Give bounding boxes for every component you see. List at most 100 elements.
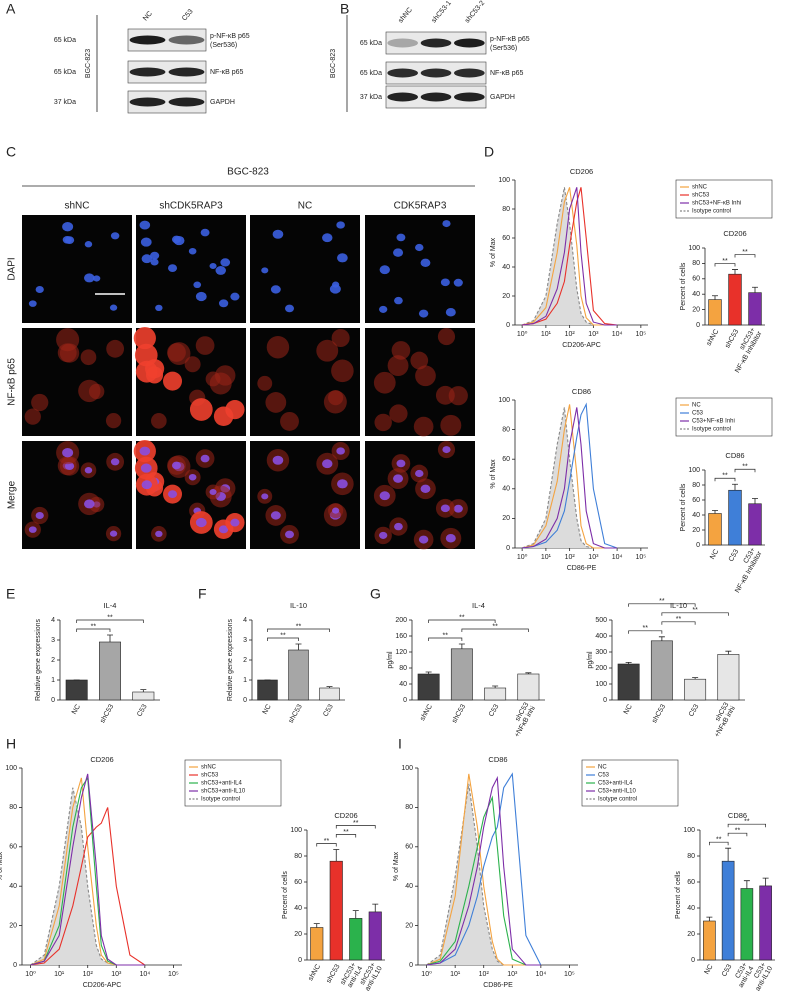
y-tick-label: 20	[687, 931, 695, 938]
significance-label: **	[459, 614, 465, 621]
isotype-fill	[522, 407, 618, 548]
chart-title: CD86	[725, 451, 744, 460]
size-label: 65 kDa	[360, 40, 382, 47]
y-tick-label: 40	[692, 512, 700, 519]
significance-label: **	[735, 828, 741, 835]
y-tick-label: 80	[9, 804, 17, 811]
cytoplasm	[24, 408, 41, 425]
significance-bracket	[461, 628, 529, 632]
y-tick-label: 80	[294, 853, 302, 860]
band	[387, 92, 418, 102]
legend-box	[675, 179, 773, 219]
chart-title: CD86	[728, 811, 747, 820]
error-bar	[492, 685, 499, 688]
size-label: 65 kDa	[360, 70, 382, 77]
error-bar	[372, 903, 379, 912]
y-tick-label: 3	[243, 637, 247, 644]
legend-label: shNC	[692, 185, 708, 191]
nucleus	[218, 299, 229, 308]
y-tick-label: 0	[409, 962, 413, 969]
error-bar	[107, 634, 113, 642]
y-tick-label: 300	[595, 649, 607, 656]
x-tick-label: 10³	[588, 554, 599, 561]
band	[454, 68, 485, 78]
histogram-line	[521, 407, 618, 549]
nucleus	[415, 469, 424, 478]
nucleus	[209, 488, 217, 495]
cytoplasm	[133, 326, 156, 350]
nucleus	[440, 504, 450, 513]
bar	[684, 678, 707, 701]
histogram-line	[426, 772, 542, 966]
y-tick-label: 2	[51, 657, 55, 664]
error-bar	[313, 923, 320, 928]
nucleus	[167, 264, 178, 272]
histogram-line	[521, 187, 618, 326]
nucleus	[337, 479, 348, 489]
band	[387, 68, 418, 78]
significance-label: **	[742, 249, 748, 256]
y-tick-label: 100	[498, 177, 510, 184]
cytoplasm	[205, 371, 221, 387]
significance-bracket	[714, 477, 736, 482]
lane-label: NC	[142, 10, 154, 22]
chart-title: IL-10	[670, 601, 687, 610]
bar	[721, 860, 735, 961]
cytoplasm	[134, 343, 158, 367]
error-bar	[140, 689, 147, 692]
cytoplasm	[440, 414, 462, 436]
y-tick-label: 60	[9, 844, 17, 851]
nucleus	[139, 220, 151, 230]
nucleus	[139, 446, 151, 456]
x-axis-label: CD206-APC	[83, 982, 122, 989]
protein-label: p-NF-κB p65	[210, 33, 250, 40]
chart-title: IL-10	[290, 601, 307, 610]
x-tick-label: NC	[71, 703, 82, 715]
y-tick-label: 80	[692, 482, 700, 489]
y-tick-label: 60	[687, 879, 695, 886]
protein-label: (Ser536)	[490, 45, 517, 52]
micrograph	[250, 215, 360, 323]
y-tick-label: 0	[51, 697, 55, 704]
y-axis-label: % of Max	[0, 851, 4, 881]
significance-bracket	[734, 468, 756, 473]
x-tick-label: 10⁴	[612, 554, 623, 561]
y-tick-label: 60	[502, 456, 510, 463]
cytoplasm	[31, 393, 49, 412]
error-bar	[525, 672, 532, 674]
x-axis-label: CD206-APC	[562, 342, 601, 349]
significance-bracket	[628, 603, 696, 607]
bar	[617, 663, 640, 701]
nucleus	[35, 512, 44, 519]
nucleus	[379, 265, 390, 275]
legend-label: shC53+anti-IL10	[201, 789, 246, 795]
y-tick-label: 40	[9, 883, 17, 890]
nucleus	[62, 222, 74, 232]
nucleus	[415, 243, 424, 252]
y-tick-label: 200	[395, 617, 407, 624]
y-tick-label: 2	[243, 657, 247, 664]
nucleus	[109, 304, 118, 311]
error-bar	[295, 643, 302, 650]
error-bar	[706, 916, 713, 921]
panel-label: C	[6, 144, 16, 160]
bar	[319, 687, 340, 701]
bar	[310, 927, 324, 961]
y-tick-label: 80	[502, 426, 510, 433]
bar	[257, 679, 278, 701]
bar	[748, 503, 762, 546]
nucleus	[141, 254, 153, 264]
band	[168, 97, 205, 107]
band	[129, 67, 166, 77]
nucleus	[453, 504, 463, 513]
nucleus	[110, 232, 120, 240]
blot-strip	[127, 60, 207, 84]
significance-label: **	[722, 258, 728, 265]
nucleus	[110, 458, 120, 466]
x-tick-label: 10³	[588, 331, 599, 338]
error-bar	[725, 650, 732, 655]
nucleus	[200, 454, 210, 463]
nucleus	[322, 459, 333, 469]
x-tick-label: 10⁰	[517, 553, 528, 561]
legend-label: shC53+anti-IL4	[201, 781, 243, 787]
